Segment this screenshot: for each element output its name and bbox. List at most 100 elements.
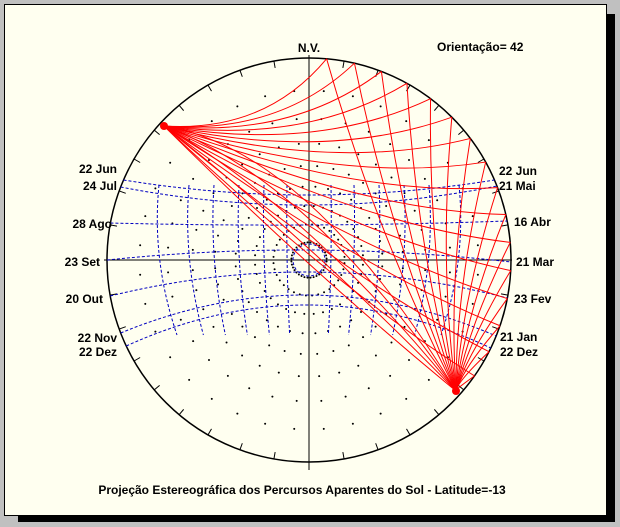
altitude-dot — [290, 254, 293, 257]
altitude-dot — [357, 281, 360, 284]
altitude-dot — [351, 95, 354, 98]
altitude-dot — [324, 251, 327, 254]
altitude-dot — [278, 238, 281, 241]
altitude-dot — [154, 187, 157, 190]
altitude-dot — [234, 265, 237, 268]
altitude-dot — [361, 254, 364, 257]
altitude-dot — [298, 293, 301, 296]
altitude-dot — [276, 325, 279, 328]
mask-arc — [163, 125, 457, 392]
altitude-dot — [278, 279, 281, 282]
altitude-dot — [293, 269, 296, 272]
altitude-dot — [276, 303, 279, 306]
altitude-dot — [283, 168, 286, 171]
altitude-dot — [405, 397, 408, 400]
altitude-dot — [290, 263, 293, 266]
altitude-dot — [169, 161, 172, 164]
altitude-dot — [300, 242, 303, 245]
hour-line — [237, 184, 248, 336]
altitude-dot — [312, 205, 315, 208]
mask-line — [163, 62, 355, 128]
altitude-dot — [192, 340, 195, 343]
altitude-dot — [271, 395, 274, 398]
altitude-dot — [337, 238, 340, 241]
altitude-dot — [277, 371, 280, 374]
altitude-dot — [272, 262, 275, 265]
altitude-dot — [362, 336, 365, 339]
mask-line — [453, 138, 471, 392]
altitude-dot — [408, 359, 411, 362]
azimuth-tick — [207, 428, 212, 436]
altitude-dot — [448, 271, 451, 274]
mask-line — [429, 98, 457, 392]
altitude-dot — [322, 90, 325, 93]
altitude-dot — [225, 341, 228, 344]
altitude-dot — [230, 204, 233, 207]
altitude-dot — [352, 227, 355, 230]
altitude-dot — [275, 243, 278, 246]
altitude-dot — [339, 192, 342, 195]
altitude-dot — [390, 176, 393, 179]
altitude-dot — [264, 95, 267, 98]
azimuth-tick — [500, 293, 509, 296]
diagram-caption: Projeção Estereográfica dos Percursos Ap… — [98, 483, 506, 497]
altitude-dot — [338, 146, 341, 149]
hour-line — [327, 184, 332, 336]
azimuth-tick — [458, 384, 465, 391]
altitude-dot — [424, 269, 427, 272]
mask-point-se — [452, 387, 460, 395]
altitude-dot — [316, 352, 319, 355]
mask-line — [163, 125, 490, 353]
sun-path — [123, 179, 495, 196]
altitude-dot — [359, 310, 362, 313]
altitude-dot — [167, 271, 170, 274]
altitude-dot — [357, 153, 360, 156]
altitude-dot — [303, 276, 306, 279]
azimuth-tick — [133, 158, 141, 163]
altitude-dot — [323, 226, 326, 229]
left-date-label: 24 Jul — [83, 179, 117, 193]
azimuth-tick — [342, 60, 345, 69]
altitude-dot — [236, 412, 239, 415]
altitude-dot — [226, 374, 229, 377]
altitude-dot — [290, 257, 293, 260]
altitude-dot — [202, 209, 205, 212]
altitude-dot — [408, 158, 411, 161]
altitude-dot — [448, 246, 451, 249]
altitude-dot — [295, 246, 298, 249]
altitude-dot — [361, 263, 364, 266]
altitude-dot — [309, 276, 312, 279]
altitude-dot — [253, 336, 256, 339]
altitude-dot — [333, 233, 336, 236]
altitude-dot — [282, 284, 285, 287]
altitude-dot — [350, 319, 353, 322]
right-date-label: 22 Jun — [499, 164, 537, 178]
altitude-dot — [368, 216, 371, 219]
azimuth-tick — [273, 60, 276, 69]
altitude-dot — [179, 199, 182, 202]
altitude-dot — [389, 143, 392, 146]
hour-line — [262, 184, 270, 336]
altitude-dot — [367, 387, 370, 390]
altitude-dot — [316, 165, 319, 168]
altitude-dot — [314, 332, 317, 335]
altitude-dot — [207, 359, 210, 362]
altitude-dot — [254, 254, 257, 257]
azimuth-tick — [458, 129, 465, 136]
mask-line — [326, 58, 457, 392]
altitude-dot — [339, 303, 342, 306]
altitude-dot — [330, 308, 333, 311]
altitude-dot — [337, 279, 340, 282]
right-date-label: 23 Fev — [514, 292, 552, 306]
azimuth-tick — [119, 326, 126, 330]
azimuth-ticks — [107, 58, 511, 462]
altitude-dot — [299, 165, 302, 168]
altitude-dot — [167, 246, 170, 249]
altitude-dot — [169, 356, 172, 359]
altitude-dot — [314, 185, 317, 188]
altitude-dot — [236, 278, 239, 281]
altitude-dot — [247, 301, 250, 304]
azimuth-tick — [239, 443, 243, 450]
zenith-path — [292, 243, 326, 277]
